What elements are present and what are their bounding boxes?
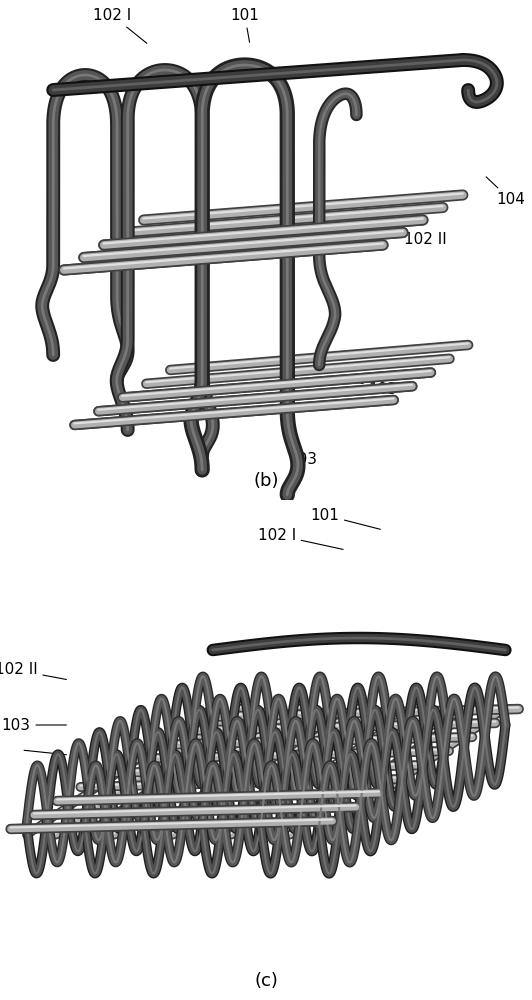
Text: 101: 101 — [310, 508, 380, 529]
Text: 102 II: 102 II — [386, 221, 447, 247]
Text: 103: 103 — [338, 376, 397, 397]
Text: (c): (c) — [254, 972, 278, 990]
Text: (b): (b) — [253, 472, 279, 490]
Text: 101: 101 — [230, 7, 259, 42]
Text: 103: 103 — [2, 718, 66, 732]
Text: 102 I: 102 I — [257, 528, 343, 549]
Text: 102 II: 102 II — [0, 662, 66, 679]
Text: 104: 104 — [486, 177, 525, 208]
Text: 103: 103 — [284, 437, 318, 468]
Text: 102 I: 102 I — [93, 7, 147, 43]
